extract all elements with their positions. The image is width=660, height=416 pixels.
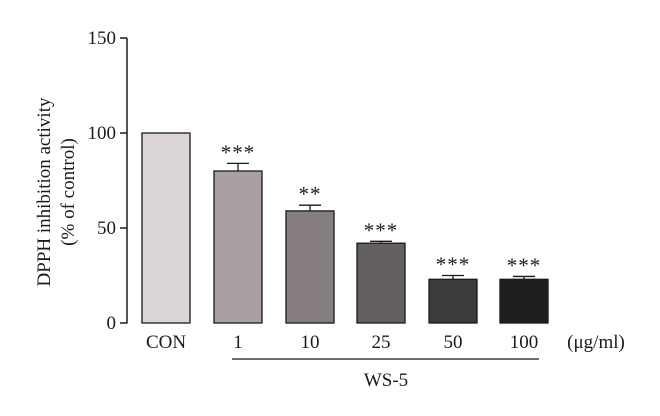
x-labels: CON 1 10 25 50 100 bbox=[146, 332, 538, 353]
y-tick-label-150: 150 bbox=[88, 28, 117, 49]
x-tick-label-25: 25 bbox=[372, 332, 391, 353]
bar-50 bbox=[428, 278, 478, 324]
significance-1: *** bbox=[221, 140, 256, 164]
y-axis-title-line2: (% of control) bbox=[58, 138, 79, 246]
bar-CON bbox=[141, 132, 191, 324]
bars: *********** *** bbox=[141, 132, 549, 324]
x-tick-label-CON: CON bbox=[146, 332, 186, 353]
significance-100: *** bbox=[507, 253, 542, 277]
significance-25: *** bbox=[364, 218, 399, 242]
significance-10: ** bbox=[299, 182, 322, 206]
y-tick-label-100: 100 bbox=[88, 123, 117, 144]
bar-10 bbox=[285, 210, 335, 324]
y-tick-label-0: 0 bbox=[107, 313, 117, 334]
bar-100 bbox=[499, 278, 549, 324]
y-ticks: 0 50 100 150 bbox=[88, 28, 127, 334]
group-label: WS-5 bbox=[364, 370, 408, 391]
y-axis-title: DPPH inhibition activity bbox=[34, 97, 55, 286]
x-tick-label-100: 100 bbox=[510, 332, 539, 353]
y-tick-label-50: 50 bbox=[97, 218, 116, 239]
bar-1 bbox=[213, 170, 263, 324]
unit-label: (μg/ml) bbox=[567, 332, 625, 353]
significance-50: *** bbox=[436, 253, 471, 277]
x-tick-label-1: 1 bbox=[233, 332, 243, 353]
bar-25 bbox=[356, 242, 406, 324]
x-tick-label-50: 50 bbox=[444, 332, 463, 353]
x-tick-label-10: 10 bbox=[301, 332, 320, 353]
